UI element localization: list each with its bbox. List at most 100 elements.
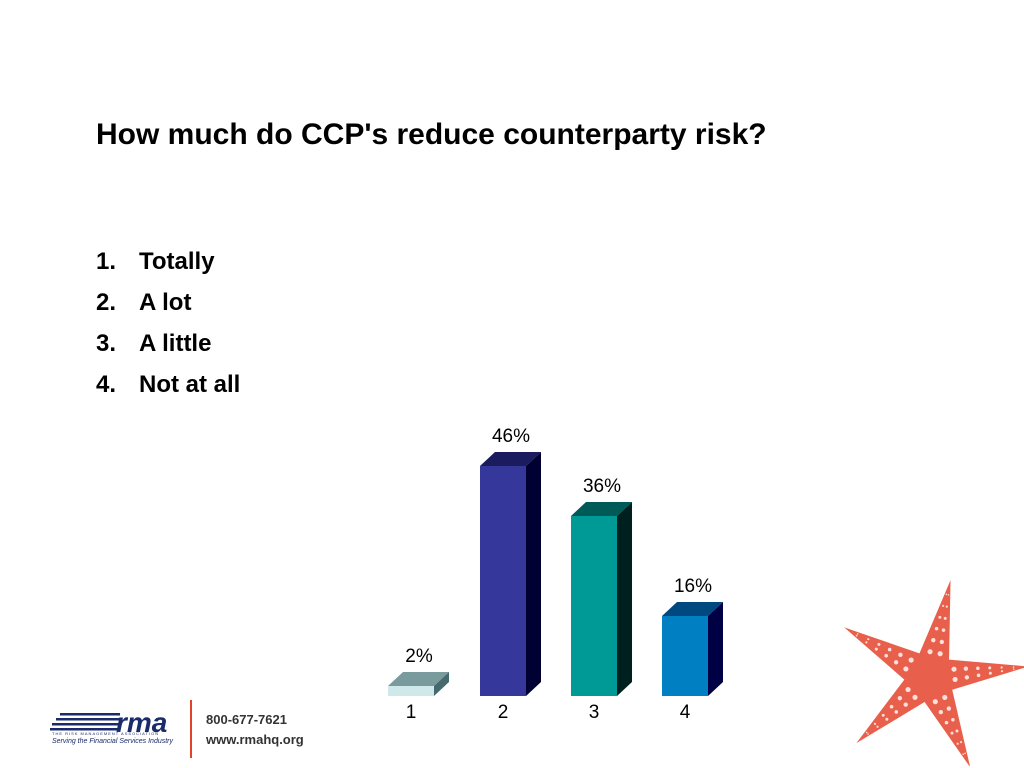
starfish-dot bbox=[881, 713, 885, 717]
x-tick-label-1: 1 bbox=[406, 702, 417, 723]
starfish-dot bbox=[938, 615, 942, 619]
starfish-dot bbox=[963, 666, 969, 671]
bar-top-1 bbox=[388, 672, 449, 686]
starfish-body bbox=[844, 580, 1024, 766]
bar-side-3 bbox=[617, 502, 632, 696]
starfish-dot bbox=[893, 660, 899, 665]
data-label-3: 36% bbox=[583, 476, 621, 497]
x-tick-label-4: 4 bbox=[680, 702, 691, 723]
starfish-dot bbox=[885, 717, 889, 721]
starfish-icon bbox=[844, 580, 1024, 766]
starfish-dot bbox=[942, 604, 945, 607]
starfish-dot bbox=[959, 741, 963, 744]
bar-top-2 bbox=[480, 452, 541, 466]
logo-association-name: THE RISK MANAGEMENT ASSOCIATION bbox=[52, 731, 160, 736]
option-label: Not at all bbox=[139, 371, 241, 398]
contact-info: 800-677-7621 www.rmahq.org bbox=[206, 710, 304, 750]
phone-number: 800-677-7621 bbox=[206, 712, 287, 727]
bar-side-4 bbox=[708, 602, 723, 696]
starfish-dot bbox=[874, 647, 878, 651]
starfish-dot bbox=[941, 628, 946, 632]
starfish-dot bbox=[1000, 670, 1004, 673]
starfish-dot bbox=[956, 742, 959, 745]
starfish-dot bbox=[1012, 666, 1015, 668]
option-number: 3. bbox=[96, 330, 117, 357]
slide-title: How much do CCP's reduce counterparty ri… bbox=[96, 118, 767, 151]
starfish-dot bbox=[855, 634, 858, 637]
bar-top-3 bbox=[571, 502, 632, 516]
answer-option: 4. Not at all bbox=[96, 368, 240, 409]
website-link[interactable]: www.rmahq.org bbox=[206, 732, 304, 747]
x-tick-label-2: 2 bbox=[498, 702, 509, 723]
starfish-dot bbox=[865, 641, 868, 644]
starfish-dot bbox=[945, 593, 948, 596]
starfish-dot bbox=[887, 647, 892, 652]
starfish-dot bbox=[889, 704, 894, 709]
starfish-dot bbox=[962, 753, 965, 756]
data-label-4: 16% bbox=[674, 576, 712, 597]
starfish-dot bbox=[942, 694, 948, 700]
starfish-dot bbox=[865, 731, 868, 734]
starfish-dot bbox=[955, 729, 959, 733]
starfish-dot bbox=[927, 649, 933, 655]
starfish-dot bbox=[939, 639, 945, 645]
option-number: 2. bbox=[96, 289, 117, 316]
bar-4 bbox=[662, 616, 708, 696]
starfish-dot bbox=[938, 709, 944, 715]
starfish-dot bbox=[905, 686, 911, 693]
option-number: 1. bbox=[96, 248, 117, 275]
option-number: 4. bbox=[96, 371, 117, 398]
rma-logo: rma bbox=[50, 708, 167, 736]
starfish-texture bbox=[855, 593, 1015, 756]
starfish-dot bbox=[897, 696, 903, 701]
bar-side-1 bbox=[434, 672, 449, 696]
starfish-dot bbox=[988, 671, 992, 675]
starfish-dot bbox=[873, 722, 877, 725]
starfish-dot bbox=[908, 657, 914, 663]
option-label: A little bbox=[139, 330, 212, 357]
starfish-dot bbox=[1012, 668, 1015, 670]
starfish-dot bbox=[988, 666, 992, 670]
starfish-dot bbox=[964, 675, 970, 680]
starfish-dot bbox=[934, 626, 939, 631]
bar-2 bbox=[480, 466, 526, 696]
answer-option: 2. A lot bbox=[96, 286, 240, 327]
starfish-dot bbox=[950, 731, 954, 735]
starfish-dot bbox=[912, 694, 918, 700]
data-label-1: 2% bbox=[405, 646, 433, 667]
starfish-dot bbox=[877, 642, 881, 646]
option-label: A lot bbox=[139, 289, 192, 316]
starfish-dot bbox=[946, 706, 952, 711]
starfish-dot bbox=[903, 666, 909, 672]
starfish-dot bbox=[951, 717, 955, 722]
starfish-dot bbox=[932, 699, 938, 705]
starfish-dot bbox=[951, 666, 957, 672]
option-label: Totally bbox=[139, 248, 215, 275]
starfish-dot bbox=[867, 638, 870, 641]
logo-stripes bbox=[50, 713, 120, 731]
answer-option: 3. A little bbox=[96, 327, 240, 368]
starfish-dot bbox=[884, 653, 888, 658]
footer-divider bbox=[190, 700, 192, 758]
starfish-dot bbox=[964, 752, 966, 755]
starfish-dot bbox=[947, 594, 950, 596]
starfish-dot bbox=[876, 725, 879, 728]
data-label-2: 46% bbox=[492, 426, 530, 447]
starfish-dot bbox=[937, 651, 943, 657]
starfish-dot bbox=[898, 652, 903, 658]
starfish-dot bbox=[976, 673, 981, 678]
logo-tagline: Serving the Financial Services Industry bbox=[52, 738, 173, 745]
logo-text: rma bbox=[116, 708, 167, 736]
starfish-dot bbox=[867, 733, 869, 735]
starfish-dot bbox=[944, 720, 949, 725]
starfish-dot bbox=[931, 637, 936, 643]
starfish-dot bbox=[945, 605, 948, 608]
footer: rma THE RISK MANAGEMENT ASSOCIATION Serv… bbox=[50, 700, 310, 760]
bar-1 bbox=[388, 686, 434, 696]
x-tick-label-3: 3 bbox=[589, 702, 600, 723]
bar-side-2 bbox=[526, 452, 541, 696]
answer-option: 1. Totally bbox=[96, 245, 240, 286]
bar-3 bbox=[571, 516, 617, 696]
answer-options-list: 1. Totally 2. A lot 3. A little 4. Not a… bbox=[96, 245, 240, 409]
